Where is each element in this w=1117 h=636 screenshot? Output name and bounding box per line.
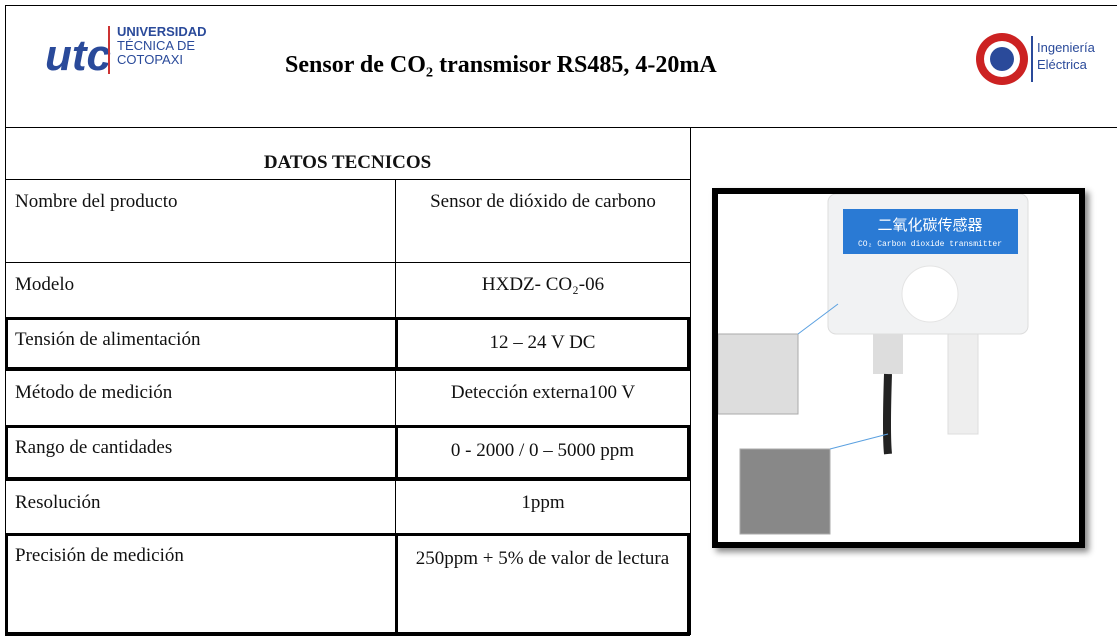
label-cell: Precisión de medición [15, 545, 184, 566]
product-photo: 二氧化碳传感器 CO₂ Carbon dioxide transmitter [712, 188, 1085, 548]
label-cell: Tensión de alimentación [15, 329, 201, 350]
border [690, 127, 691, 635]
row-line [5, 480, 690, 481]
title: Sensor de CO₂ transmisor RS485, 4-20mA [285, 52, 717, 78]
utc-logo: utc UNIVERSIDAD TÉCNICA DE COTOPAXI [45, 24, 207, 80]
device-label: 二氧化碳传感器 [877, 217, 982, 234]
logo-text: COTOPAXI [117, 52, 183, 67]
logo-text: TÉCNICA DE [117, 38, 195, 53]
cell-border [5, 317, 395, 370]
value-cell: HXDZ- CO₂-06 [395, 262, 690, 317]
value-cell: Sensor de dióxido de carbono [395, 179, 690, 262]
label-cell: Resolución [15, 492, 101, 513]
left-logo: utc UNIVERSIDAD TÉCNICA DE COTOPAXI [45, 22, 245, 87]
row-line [5, 179, 690, 180]
border [5, 5, 1117, 6]
table-heading: DATOS TECNICOS [263, 152, 432, 173]
logo-text: Eléctrica [1037, 57, 1088, 72]
value-cell: 250ppm + 5% de valor de lectura [395, 533, 690, 635]
value-cell: Detección externa100 V [395, 370, 690, 425]
label-cell: Método de medición [15, 382, 173, 403]
cell-border [5, 425, 395, 480]
row-line [5, 262, 690, 263]
label-cell: Rango de cantidades [15, 437, 173, 458]
label-cell: Modelo [15, 274, 75, 295]
sensor-drawing: 二氧化碳传感器 CO₂ Carbon dioxide transmitter [718, 194, 1029, 535]
value-cell: 0 - 2000 / 0 – 5000 ppm [395, 425, 690, 480]
logo-text: Ingeniería [1037, 40, 1095, 55]
label-cell: Nombre del producto [15, 191, 178, 212]
value-cell: 12 – 24 V DC [395, 317, 690, 370]
row-line [5, 370, 690, 371]
logo-text: UNIVERSIDAD [117, 24, 207, 39]
right-logo: Ingeniería Eléctrica [975, 32, 1096, 97]
cell-border [5, 533, 395, 635]
logo-mark: utc [45, 31, 111, 80]
ie-logo: Ingeniería Eléctrica [976, 33, 1096, 85]
value-cell: 1ppm [395, 480, 690, 533]
device-label: CO₂ Carbon dioxide transmitter [858, 240, 1002, 249]
border [5, 127, 1117, 128]
